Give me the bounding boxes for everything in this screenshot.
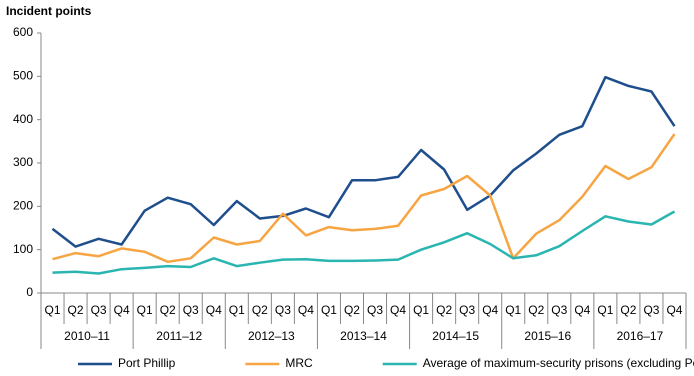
x-group-label: 2016–17 (617, 329, 664, 343)
x-tick-label: Q4 (390, 303, 406, 317)
x-tick-label: Q4 (482, 303, 498, 317)
y-tick-label: 0 (26, 285, 33, 299)
x-tick-label: Q4 (114, 303, 130, 317)
x-tick-label: Q2 (160, 303, 176, 317)
x-tick-label: Q2 (68, 303, 84, 317)
y-tick-label: 300 (13, 155, 33, 169)
x-tick-label: Q2 (252, 303, 268, 317)
y-tick-label: 100 (13, 242, 33, 256)
legend-label: Average of maximum-security prisons (exc… (423, 356, 694, 370)
x-group-label: 2014–15 (432, 329, 479, 343)
x-tick-label: Q1 (137, 303, 153, 317)
x-tick-label: Q4 (206, 303, 222, 317)
x-tick-label: Q3 (183, 303, 199, 317)
series-line (52, 210, 676, 275)
x-tick-label: Q1 (413, 303, 429, 317)
x-tick-label: Q4 (574, 303, 590, 317)
x-tick-label: Q3 (459, 303, 475, 317)
y-tick-label: 600 (13, 25, 33, 39)
x-tick-label: Q1 (321, 303, 337, 317)
x-tick-label: Q3 (91, 303, 107, 317)
x-tick-label: Q3 (551, 303, 567, 317)
x-tick-label: Q3 (643, 303, 659, 317)
series-line (52, 133, 676, 264)
x-group-label: 2015–16 (524, 329, 571, 343)
y-tick-label: 400 (13, 112, 33, 126)
x-tick-label: Q2 (528, 303, 544, 317)
series-line (51, 75, 676, 248)
x-tick-label: Q2 (436, 303, 452, 317)
y-tick-label: 500 (13, 69, 33, 83)
x-group-label: 2012–13 (248, 329, 295, 343)
legend-label: MRC (285, 356, 313, 370)
x-tick-label: Q3 (275, 303, 291, 317)
x-tick-label: Q2 (344, 303, 360, 317)
x-group-label: 2010–11 (64, 329, 110, 343)
y-tick-label: 200 (13, 199, 33, 213)
x-tick-label: Q2 (620, 303, 636, 317)
x-group-label: 2013–14 (340, 329, 387, 343)
x-tick-label: Q4 (666, 303, 682, 317)
x-tick-label: Q1 (597, 303, 613, 317)
x-tick-label: Q3 (367, 303, 383, 317)
x-tick-label: Q1 (45, 303, 61, 317)
x-tick-label: Q1 (229, 303, 245, 317)
x-group-label: 2011–12 (156, 329, 202, 343)
x-tick-label: Q4 (298, 303, 314, 317)
x-tick-label: Q1 (505, 303, 521, 317)
y-axis-label: Incident points (6, 4, 92, 18)
legend-label: Port Phillip (118, 356, 176, 370)
